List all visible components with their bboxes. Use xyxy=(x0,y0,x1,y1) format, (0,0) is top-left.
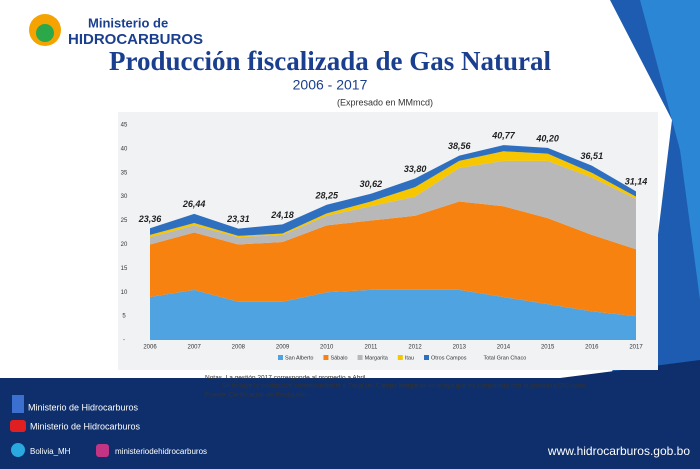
social: Ministerio de Hidrocarburos Ministerio d… xyxy=(10,395,690,458)
y-tick-label: 20 xyxy=(121,242,128,248)
legend-label: Otros Campos xyxy=(431,355,467,361)
instagram-icon xyxy=(96,444,109,457)
note: Notas. La gestión 2017 corresponde al pr… xyxy=(205,375,367,382)
logo-text: Ministerio de xyxy=(88,15,168,30)
note: Fuente: Certificación de Producción xyxy=(205,392,308,399)
legend-swatch xyxy=(278,355,283,360)
total-label: 24,18 xyxy=(270,210,294,220)
website[interactable]: www.hidrocarburos.gob.bo xyxy=(547,444,690,458)
total-label: 40,20 xyxy=(535,133,559,143)
legend-swatch xyxy=(397,355,403,360)
plot: - 5 10 15 20 25 30 35 40 45 2006 2007 2008 2009 2010 20… xyxy=(121,123,648,362)
legend-label: Sábalo xyxy=(330,355,347,361)
total-label: 38,56 xyxy=(448,141,472,151)
total-label: 23,31 xyxy=(226,214,250,224)
legend-swatch xyxy=(323,355,329,360)
logo-inner xyxy=(36,24,54,42)
y-tick-label: 15 xyxy=(121,266,128,272)
y-tick-label: 40 xyxy=(121,146,128,152)
total-label: 33,80 xyxy=(404,164,427,174)
total-label: 23,36 xyxy=(138,214,163,224)
y-tick-label: 25 xyxy=(121,218,128,224)
x-tick-label: 2007 xyxy=(188,345,202,351)
y-tick-label: 10 xyxy=(121,290,128,296)
social-link[interactable]: ministeriodehidrocarburos xyxy=(115,447,207,456)
area xyxy=(150,289,636,340)
x-tick-label: 2016 xyxy=(585,345,599,351)
social-link[interactable]: Ministerio de Hidrocarburos xyxy=(30,421,141,431)
side-band-light xyxy=(640,0,700,300)
footer-band xyxy=(0,360,700,469)
legend-label: Itau xyxy=(405,355,414,361)
x-tick-label: 2006 xyxy=(143,345,157,351)
legend-label: Margarita xyxy=(365,355,389,361)
legend-label: Total Gran Chaco xyxy=(483,355,526,361)
side-band xyxy=(560,0,700,469)
legend-label: San Alberto xyxy=(285,355,313,361)
social-link[interactable]: Bolivia_MH xyxy=(30,447,71,456)
x-tick-label: 2010 xyxy=(320,345,334,351)
chart-subtitle: 2006 - 2017 xyxy=(293,77,368,93)
total-label: 40,77 xyxy=(491,131,516,141)
note: Se incluye la producción correspondiente… xyxy=(222,383,586,390)
legend-swatch xyxy=(357,355,363,360)
facebook-icon xyxy=(12,395,24,413)
twitter-icon xyxy=(11,443,25,457)
youtube-icon xyxy=(10,420,26,432)
area xyxy=(150,201,636,317)
y-tick-label: 5 xyxy=(122,314,126,320)
x-tick-label: 2015 xyxy=(541,345,555,351)
logo-text: HIDROCARBUROS xyxy=(68,31,203,48)
y-tick-label: 35 xyxy=(121,170,128,176)
unit-label: (Expresado en MMmcd) xyxy=(337,97,433,107)
x-tick-label: 2009 xyxy=(276,345,290,351)
social-link[interactable]: Ministerio de Hidrocarburos xyxy=(28,402,139,412)
x-tick-label: 2012 xyxy=(408,345,422,351)
x-tick-label: 2008 xyxy=(232,345,246,351)
x-tick-label: 2017 xyxy=(629,345,643,351)
legend-swatch xyxy=(424,355,429,360)
y-tick-label: - xyxy=(123,338,125,344)
total-label: 31,14 xyxy=(625,177,648,187)
chart-title: Producción fiscalizada de Gas Natural xyxy=(109,46,551,76)
total-label: 36,51 xyxy=(581,151,604,161)
x-tick-label: 2011 xyxy=(364,345,378,351)
y-tick-label: 45 xyxy=(121,123,128,129)
x-tick-label: 2014 xyxy=(497,345,511,351)
total-label: 30,62 xyxy=(360,179,383,189)
area xyxy=(150,160,636,250)
area xyxy=(150,145,636,236)
total-label: 26,44 xyxy=(182,199,206,209)
x-tick-label: 2013 xyxy=(453,345,467,351)
y-tick-label: 30 xyxy=(121,194,128,200)
total-label: 28,25 xyxy=(314,190,339,200)
